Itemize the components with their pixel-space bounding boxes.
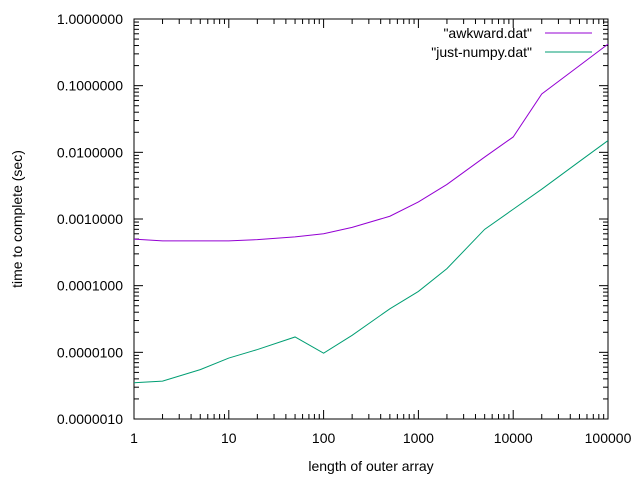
series-line-1	[133, 140, 609, 384]
legend-label-1: "just-numpy.dat"	[431, 44, 532, 60]
x-tick-label: 100	[312, 430, 336, 446]
y-tick-label: 0.0000100	[57, 344, 123, 360]
x-tick-label: 100000	[585, 430, 632, 446]
x-tick-label: 1000	[403, 430, 434, 446]
y-tick-label: 0.0100000	[57, 144, 123, 160]
x-axis-label: length of outer array	[308, 458, 433, 474]
y-tick-label: 0.1000000	[57, 78, 123, 94]
y-axis-ticks: 0.0000010 0.0000100 0.0001000 0.0010000 0.01…	[57, 11, 608, 427]
series-line-0	[133, 43, 609, 242]
legend: "awkward.dat" "just-numpy.dat"	[431, 25, 592, 60]
y-tick-label: 1.0000000	[57, 11, 123, 27]
plot-frame	[133, 18, 609, 420]
legend-label-0: "awkward.dat"	[443, 25, 532, 41]
x-tick-label: 10	[221, 430, 237, 446]
x-axis-ticks: 1 10 100 1000 10000 100000	[130, 19, 632, 446]
y-axis-label: time to complete (sec)	[9, 150, 25, 288]
x-tick-label: 10000	[494, 430, 533, 446]
y-tick-label: 0.0010000	[57, 211, 123, 227]
series-layer	[133, 43, 609, 384]
y-tick-label: 0.0001000	[57, 278, 123, 294]
x-tick-label: 1	[130, 430, 138, 446]
y-tick-label: 0.0000010	[57, 411, 123, 427]
